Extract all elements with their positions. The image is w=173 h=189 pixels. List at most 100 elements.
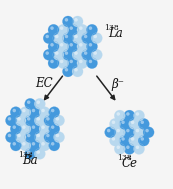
Circle shape (65, 68, 68, 71)
Circle shape (124, 127, 135, 138)
Circle shape (10, 107, 21, 118)
Circle shape (34, 132, 45, 143)
Circle shape (22, 125, 26, 129)
Circle shape (41, 142, 45, 146)
Circle shape (51, 109, 54, 112)
Circle shape (50, 60, 54, 63)
Text: 138: 138 (104, 24, 118, 32)
Circle shape (8, 134, 11, 137)
Circle shape (140, 137, 144, 141)
Circle shape (82, 49, 93, 60)
Circle shape (22, 109, 26, 112)
Circle shape (32, 142, 35, 146)
Circle shape (10, 123, 21, 134)
Circle shape (65, 18, 68, 22)
Circle shape (22, 142, 26, 146)
Text: Ba: Ba (22, 154, 38, 167)
Circle shape (50, 43, 54, 46)
Text: 138: 138 (117, 154, 132, 162)
Circle shape (134, 110, 144, 121)
Circle shape (79, 43, 83, 46)
Circle shape (54, 115, 65, 126)
Circle shape (27, 100, 30, 104)
Circle shape (30, 123, 40, 134)
Circle shape (134, 143, 144, 154)
Circle shape (51, 142, 54, 146)
Circle shape (112, 121, 115, 124)
Circle shape (134, 127, 144, 138)
Circle shape (131, 137, 134, 141)
Circle shape (121, 121, 125, 124)
Circle shape (49, 140, 60, 151)
Circle shape (136, 112, 139, 116)
Circle shape (55, 35, 59, 38)
Circle shape (56, 117, 59, 121)
Circle shape (46, 134, 50, 137)
Circle shape (60, 60, 63, 63)
Circle shape (121, 137, 125, 141)
Circle shape (138, 119, 149, 129)
Circle shape (89, 60, 92, 63)
Circle shape (6, 132, 16, 143)
Circle shape (93, 51, 97, 55)
Circle shape (145, 129, 149, 132)
Circle shape (15, 132, 26, 143)
Circle shape (46, 117, 50, 121)
Circle shape (56, 134, 59, 137)
Circle shape (129, 135, 140, 146)
Circle shape (124, 143, 135, 154)
Circle shape (89, 43, 92, 46)
Circle shape (86, 24, 97, 35)
Circle shape (54, 132, 65, 143)
Circle shape (60, 26, 63, 30)
Circle shape (110, 119, 120, 129)
Circle shape (49, 123, 60, 134)
Circle shape (124, 110, 135, 121)
Circle shape (72, 66, 83, 77)
Circle shape (67, 24, 78, 35)
Circle shape (62, 33, 74, 44)
Circle shape (12, 109, 16, 112)
Circle shape (65, 35, 68, 38)
Circle shape (77, 24, 88, 35)
Circle shape (17, 134, 21, 137)
Circle shape (67, 58, 78, 69)
Circle shape (65, 51, 68, 55)
Circle shape (55, 51, 59, 55)
Circle shape (86, 58, 97, 69)
Circle shape (82, 33, 93, 44)
Circle shape (37, 150, 40, 154)
Circle shape (37, 117, 40, 121)
Circle shape (27, 134, 30, 137)
Circle shape (67, 41, 78, 52)
Circle shape (53, 33, 64, 44)
Circle shape (58, 41, 69, 52)
Circle shape (58, 58, 69, 69)
Circle shape (25, 148, 36, 159)
Text: EC: EC (36, 77, 53, 90)
Circle shape (74, 51, 78, 55)
Circle shape (20, 107, 31, 118)
Circle shape (43, 49, 54, 60)
Circle shape (34, 148, 45, 159)
Circle shape (10, 140, 21, 151)
Circle shape (41, 109, 45, 112)
Circle shape (34, 115, 45, 126)
Circle shape (39, 107, 50, 118)
Circle shape (93, 35, 97, 38)
Circle shape (8, 117, 11, 121)
Text: Ce: Ce (122, 156, 138, 170)
Circle shape (119, 135, 130, 146)
Circle shape (48, 58, 59, 69)
Circle shape (74, 35, 78, 38)
Circle shape (138, 135, 149, 146)
Circle shape (62, 49, 74, 60)
Circle shape (25, 115, 36, 126)
Circle shape (15, 115, 26, 126)
Circle shape (72, 33, 83, 44)
Circle shape (58, 24, 69, 35)
Circle shape (20, 123, 31, 134)
Circle shape (114, 127, 125, 138)
Circle shape (126, 146, 130, 149)
Circle shape (70, 60, 73, 63)
